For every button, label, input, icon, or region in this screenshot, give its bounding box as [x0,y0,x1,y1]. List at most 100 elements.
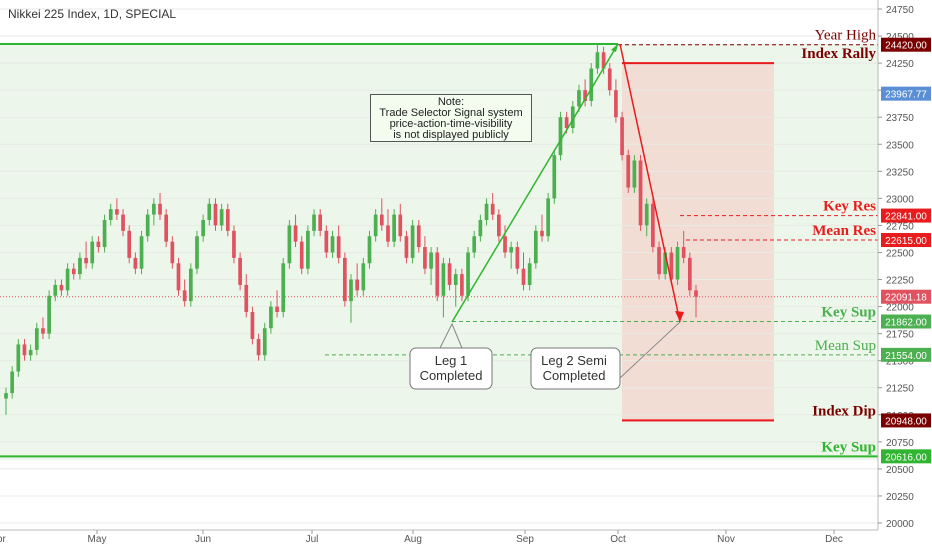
candle-body [478,220,483,237]
candle-body [207,203,212,221]
candle-body [213,203,218,226]
y-tick-label: 21750 [886,330,914,341]
candle-body [195,236,199,269]
candle-body [614,90,618,118]
candle-body [41,328,45,334]
y-tick-label: 22000 [886,303,914,314]
candle-body [423,247,427,269]
level-label: Key Sup [821,305,876,321]
candle-body [669,252,674,280]
y-tick-label: 24250 [886,59,914,70]
price-tag-label: 23967.77 [885,90,927,101]
candle-body [460,274,464,296]
price-tag-label: 22841.00 [885,212,927,223]
candle-body [515,247,520,269]
candle-body [330,236,335,253]
note-box: Note: Trade Selector Signal system price… [370,94,532,142]
candle-body [176,263,181,291]
candle-body [256,339,261,356]
candle-body [336,236,341,258]
candle-body [361,263,366,291]
candle-body [410,225,415,258]
candle-body [509,247,514,253]
candle-body [34,328,39,350]
level-label: Mean Res [812,223,876,239]
candle-body [342,257,347,302]
candle-body [53,284,58,296]
x-tick-label: Jul [306,534,319,545]
y-tick-label: 21250 [886,384,914,395]
candle-body [694,290,698,297]
candle-body [675,247,680,280]
y-tick-label: 22250 [886,276,914,287]
level-label: Year High [815,28,877,44]
leg1-trend-line [451,43,619,323]
candle-body [287,225,292,264]
candle-body [638,160,643,226]
candle-body [262,328,267,356]
price-tag-label: 20948.00 [885,416,927,427]
candle-body [90,241,95,264]
candle-body [564,117,569,129]
price-tag-bg [881,289,931,304]
candle-body [349,279,353,302]
price-tags: 24420.00 23967.77 22841.00 22615.00 22091.18… [881,37,931,464]
note-line: is not displayed publicly [393,129,509,141]
y-tick-label: 23250 [886,167,914,178]
candle-body [269,306,273,329]
x-tick-label: Aug [404,534,422,545]
price-tag-bg [881,347,931,362]
candle-body [595,52,600,69]
price-tag-label: 22615.00 [885,236,927,247]
y-tick-label: 22750 [886,221,914,232]
candle-body [306,230,310,269]
candle-body [355,279,360,291]
candle-body [65,268,70,291]
candle-body [96,241,101,248]
price-tag-label: 21862.00 [885,318,927,329]
price-tag-bg [881,37,931,52]
price-tag-bg [881,233,931,248]
level-label: Index Dip [812,403,876,419]
y-tick-label: 24500 [886,32,914,43]
price-tag-bg [881,449,931,464]
x-tick-label: Nov [717,534,735,545]
leg2-callout-line1: Leg 2 Semi [541,353,607,368]
price-tag-bg [881,86,931,101]
candle-body [152,203,156,215]
note-line: Note: [437,96,465,108]
candle-body [657,247,661,275]
candle-body [299,241,304,269]
candle-body [447,263,452,285]
candle-body [441,263,446,296]
candle-body [435,252,440,296]
candle-body [170,241,175,264]
x-tick-label: Jun [195,534,211,545]
candle-body [182,290,187,302]
note-line: Trade Selector Signal system [379,107,523,119]
leg2-arrow-head [675,311,684,322]
price-tag-label: 24420.00 [885,41,927,52]
candle-body [632,160,637,188]
candle-body [392,214,396,242]
candle-body [250,311,255,340]
leg1-arrow-head [611,44,618,52]
candle-body [651,203,655,248]
candle-body [601,52,606,69]
candle-body [681,247,686,258]
x-tick-label: Apr [0,534,6,545]
candle-body [219,209,224,226]
candle-body [102,220,107,248]
y-tick-label: 22500 [886,248,914,259]
candle-body [497,214,501,237]
note-line: price-action-time-visibility [389,118,513,130]
time-axis: Apr May Jun Jul Aug Sep Oct Nov Dec [0,530,843,545]
candle-body [503,236,507,253]
candle-body [312,214,316,231]
x-tick-label: May [88,534,107,545]
y-tick-label: 20750 [886,438,914,449]
candle-body [533,230,538,264]
candle-body [429,252,433,269]
candle-body [139,236,144,269]
candle-body [4,393,8,399]
